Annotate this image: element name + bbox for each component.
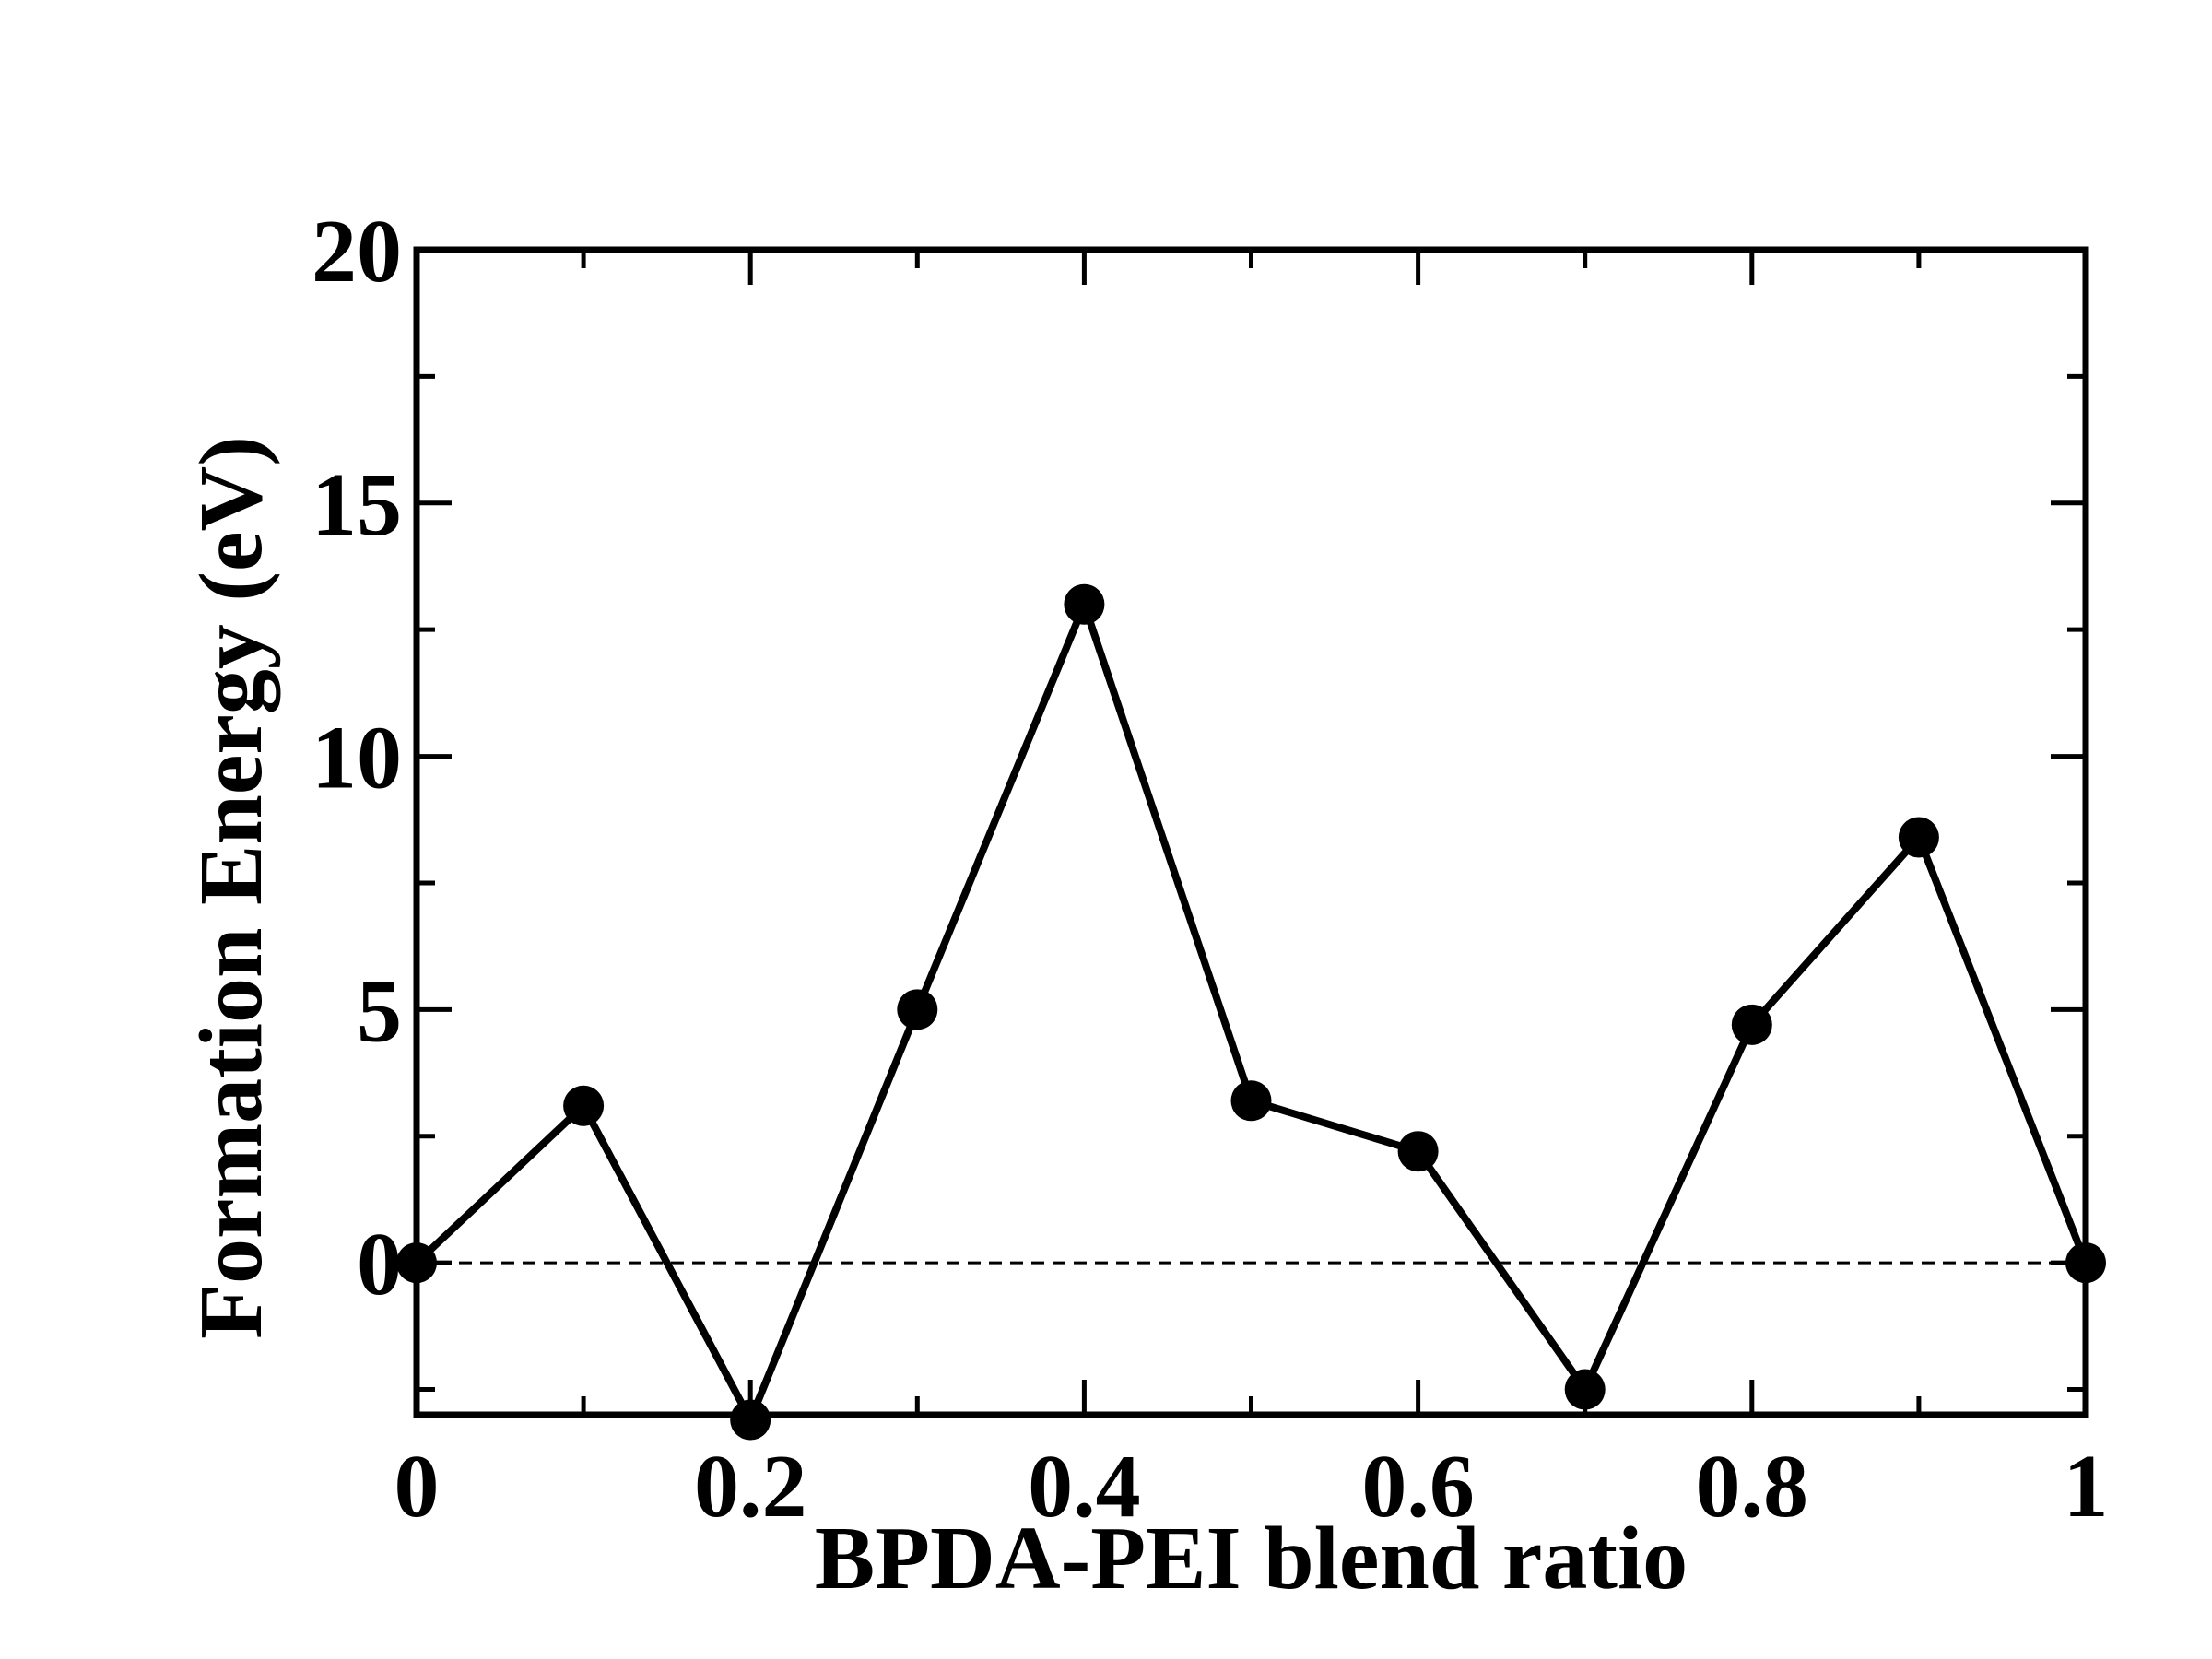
data-point [730, 1399, 771, 1441]
x-tick-label: 0.8 [1696, 1437, 1809, 1536]
data-point [1731, 1004, 1772, 1045]
y-tick-label: 15 [312, 455, 402, 555]
data-point [1064, 583, 1105, 625]
data-point [1397, 1131, 1439, 1172]
data-point [1564, 1369, 1606, 1410]
series-line [414, 594, 2089, 1429]
data-point [897, 989, 938, 1030]
y-tick-label: 5 [357, 961, 402, 1061]
y-tick-label: 20 [312, 202, 402, 301]
data-point [1230, 1080, 1272, 1122]
y-tick-label: 10 [312, 709, 402, 808]
x-tick-label: 0.6 [1361, 1437, 1475, 1536]
axes-frame [413, 246, 2089, 1418]
x-axis-title: BPDA-PEI blend ratio [815, 1509, 1688, 1608]
data-point [1898, 817, 1939, 858]
y-axis-title: Formation Energy (eV) [182, 436, 281, 1339]
x-tick-label: 0.4 [1028, 1437, 1141, 1536]
x-tick-label: 0 [394, 1437, 440, 1536]
axis-ticks [414, 247, 2088, 1415]
y-tick-label: 0 [357, 1215, 402, 1314]
x-tick-label: 0.2 [694, 1437, 807, 1536]
plot-frame [413, 246, 2089, 1418]
data-point [563, 1085, 605, 1126]
plot-area [396, 583, 2106, 1441]
x-tick-label: 1 [2064, 1437, 2109, 1536]
